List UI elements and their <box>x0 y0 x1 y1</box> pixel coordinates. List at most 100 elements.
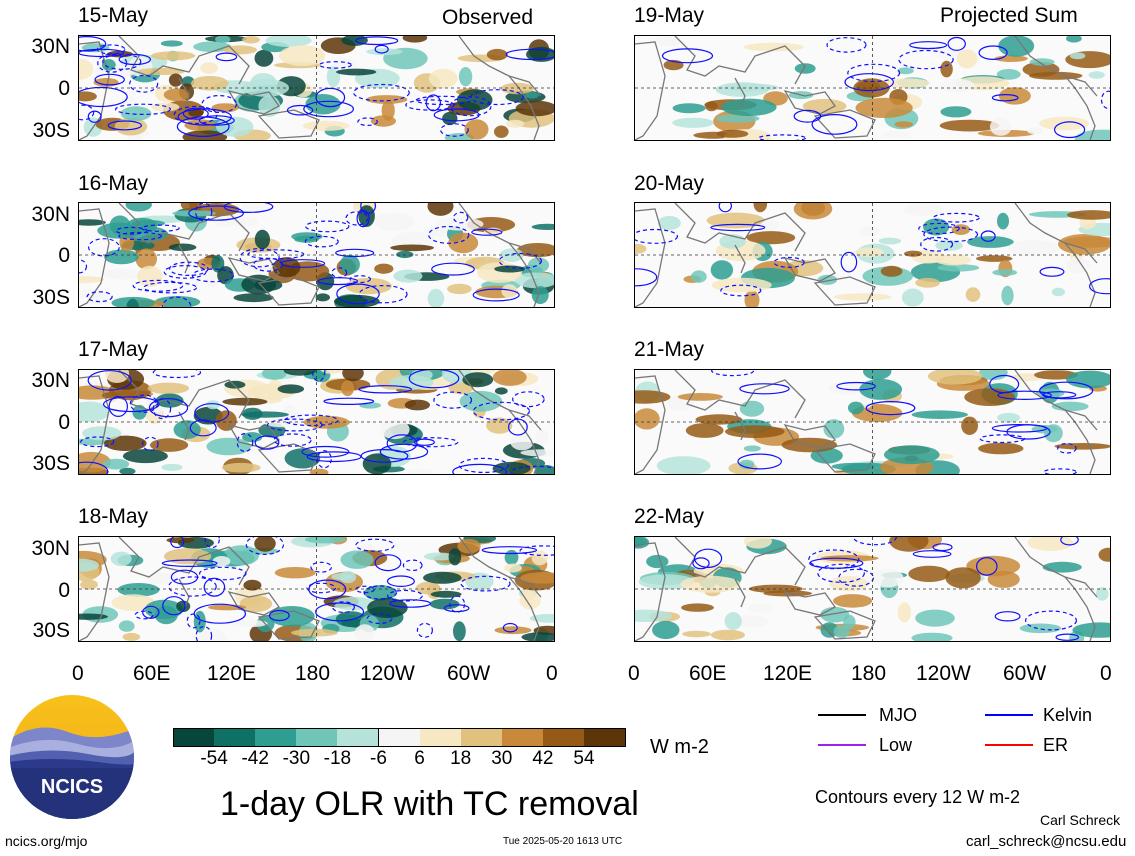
wave-contour <box>811 113 858 135</box>
panel-date-label: 22-May <box>634 505 705 528</box>
lat-label-30s: 30S <box>32 452 70 475</box>
map-panel-observed <box>78 202 555 308</box>
anomaly-shading <box>354 624 375 641</box>
colorbar-tick-label: -6 <box>370 748 387 769</box>
wave-contour <box>323 397 375 405</box>
wave-contour <box>306 582 336 594</box>
anomaly-shading <box>525 91 539 99</box>
coastline <box>79 208 110 307</box>
ncics-logo[interactable]: NCICS <box>8 690 136 824</box>
anomaly-shading <box>855 97 913 118</box>
coastline <box>783 256 836 282</box>
wave-contour <box>808 549 860 570</box>
wave-contour <box>989 374 1020 394</box>
anomaly-shading <box>102 458 130 470</box>
anomaly-shading <box>504 563 522 573</box>
anomaly-shading <box>243 579 262 591</box>
anomaly-shading <box>884 445 940 465</box>
wave-contour <box>1025 610 1078 631</box>
wave-contour <box>142 605 160 619</box>
wave-contour <box>431 262 475 276</box>
lon-label: 0 <box>72 662 84 685</box>
coastline <box>734 77 746 107</box>
anomaly-shading <box>264 417 301 428</box>
anomaly-shading <box>672 117 714 128</box>
anomaly-shading <box>188 109 204 117</box>
anomaly-shading <box>154 605 178 625</box>
anomaly-shading <box>520 449 554 457</box>
anomaly-shading <box>146 572 179 585</box>
anomaly-shading <box>261 370 287 380</box>
panel-date-label: 18-May <box>78 505 149 528</box>
wave-contour <box>505 48 554 61</box>
anomaly-shading <box>1001 285 1014 306</box>
wave-contour <box>107 120 142 131</box>
wave-contour <box>692 557 710 570</box>
wave-contour <box>87 238 120 257</box>
anomaly-shading <box>486 417 513 434</box>
wave-contour <box>1039 381 1094 400</box>
wave-contour <box>402 559 423 572</box>
anomaly-shading <box>494 265 525 273</box>
colorbar-swatch <box>501 728 544 747</box>
wave-contour <box>449 595 466 613</box>
legend-label-er: ER <box>1043 735 1069 755</box>
anomaly-shading <box>423 552 455 561</box>
anomaly-shading <box>117 583 160 597</box>
wave-contour <box>118 231 163 241</box>
anomaly-shading <box>911 410 968 419</box>
wave-contour <box>148 398 189 418</box>
wave-contour <box>1057 443 1077 454</box>
anomaly-shading <box>1042 561 1082 573</box>
anomaly-shading <box>464 119 489 140</box>
wave-contour <box>118 53 151 66</box>
coastline <box>257 443 320 473</box>
anomaly-shading <box>1066 370 1110 389</box>
footer-email[interactable]: carl_schreck@ncsu.edu <box>966 833 1127 850</box>
anomaly-shading <box>527 257 550 273</box>
anomaly-shading <box>182 130 228 140</box>
anomaly-shading <box>681 603 714 612</box>
anomaly-shading <box>278 45 326 66</box>
coastline <box>783 423 836 449</box>
coastline <box>1014 36 1096 140</box>
lon-label: 120E <box>763 662 813 685</box>
coastline <box>674 370 806 419</box>
anomaly-shading <box>345 277 392 295</box>
anomaly-shading <box>173 420 201 439</box>
wave-contour <box>425 94 441 112</box>
anomaly-shading <box>404 399 430 411</box>
wave-contour <box>102 396 160 413</box>
anomaly-shading <box>1051 401 1089 412</box>
wave-contour <box>711 370 755 377</box>
wave-contour <box>817 563 865 583</box>
anomaly-shading <box>695 414 743 425</box>
footer-url[interactable]: ncics.org/mjo <box>5 833 88 849</box>
anomaly-shading <box>535 429 549 444</box>
anomaly-shading <box>137 265 163 287</box>
wave-contour <box>204 537 220 549</box>
panel-date-label: 15-May <box>78 4 149 27</box>
lon-label: 120W <box>360 662 415 685</box>
anomaly-shading <box>682 630 711 638</box>
anomaly-shading <box>1066 36 1082 43</box>
anomaly-shading <box>122 449 168 464</box>
wave-contour <box>203 577 226 597</box>
anomaly-shading <box>309 468 329 474</box>
anomaly-shading <box>854 247 884 257</box>
anomaly-shading <box>521 632 554 641</box>
coastline <box>1014 537 1096 641</box>
anomaly-shading <box>332 596 375 611</box>
anomaly-shading <box>160 40 183 47</box>
anomaly-shading <box>79 401 110 422</box>
anomaly-shading <box>710 629 745 641</box>
wave-contour <box>182 107 209 120</box>
legend-line-er <box>985 744 1033 746</box>
anomaly-shading <box>989 118 1012 136</box>
wave-contour <box>79 48 125 58</box>
anomaly-shading <box>104 435 147 451</box>
wave-contour <box>79 461 109 474</box>
anomaly-shading <box>447 283 472 295</box>
anomaly-shading <box>79 276 105 284</box>
wave-contour <box>1043 468 1077 474</box>
